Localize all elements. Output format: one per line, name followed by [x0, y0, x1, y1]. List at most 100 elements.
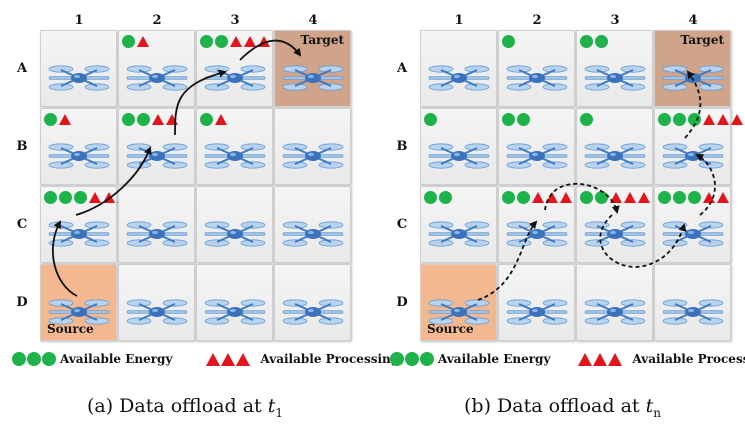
- row-label: D: [396, 295, 408, 310]
- processing-triangle-icon: [546, 191, 558, 203]
- caption-b: (b) Data offload at tn: [380, 395, 745, 420]
- energy-dot-icon: [44, 112, 57, 126]
- energy-dot-icon: [122, 112, 135, 126]
- processing-triangle-icon: [244, 35, 256, 47]
- energy-dot-icon: [424, 112, 437, 126]
- processing-triangle-icon: [166, 113, 178, 125]
- energy-dot-icon: [595, 34, 608, 48]
- processing-triangle-icon: [258, 35, 270, 47]
- processing-triangle-icon: [731, 113, 743, 125]
- caption-b-var: t: [645, 395, 654, 417]
- offload-arrow: [599, 214, 687, 268]
- resource-indicators: [502, 190, 572, 204]
- grid-cell-d2: [498, 264, 575, 341]
- resource-indicators: [424, 112, 437, 126]
- processing-triangle-icon: [137, 35, 149, 47]
- processing-triangle-icon: [152, 113, 164, 125]
- processing-triangle-icon: [532, 191, 544, 203]
- energy-dot-icon: [439, 190, 452, 204]
- resource-indicators: [122, 112, 178, 126]
- grid-cell-b3: [196, 108, 273, 185]
- grid-cell-d3: [196, 264, 273, 341]
- resource-indicators: [502, 34, 515, 48]
- legend-b: Available Energy Available Processing: [390, 352, 745, 366]
- column-label: 3: [610, 13, 620, 28]
- energy-dot-icon: [580, 34, 593, 48]
- energy-dot-icon: [137, 112, 150, 126]
- resource-indicators: [200, 112, 227, 126]
- resource-indicators: [200, 34, 270, 48]
- resource-indicators: [580, 190, 650, 204]
- energy-dot-icon: [502, 190, 515, 204]
- row-label: C: [16, 217, 28, 232]
- energy-dot-icon: [200, 34, 213, 48]
- grid-cell-a3: [576, 30, 653, 107]
- grid-cell-d4: [274, 264, 351, 341]
- column-label: 4: [688, 13, 698, 28]
- offload-arrow: [174, 69, 227, 136]
- source-label: Source: [47, 322, 94, 336]
- resource-indicators: [580, 34, 608, 48]
- grid-cell-d1: Source: [40, 264, 117, 341]
- processing-triangle-icon: [215, 113, 227, 125]
- energy-dot-icon: [673, 190, 686, 204]
- resource-indicators: [658, 190, 729, 204]
- grid-cell-c2: [118, 186, 195, 263]
- energy-dot-icon: [595, 190, 608, 204]
- energy-dot-icon: [688, 112, 701, 126]
- processing-triangle-icon: [703, 113, 715, 125]
- energy-dot-icon: [122, 34, 135, 48]
- energy-dot-icon: [517, 112, 530, 126]
- grid-cell-a3: [196, 30, 273, 107]
- column-label: 1: [74, 13, 84, 28]
- grid-cell-b2: [498, 108, 575, 185]
- energy-dot-icon: [59, 190, 72, 204]
- energy-dot-icon: [215, 34, 228, 48]
- processing-legend-icon: [206, 352, 251, 366]
- offload-arrow: [544, 183, 620, 214]
- processing-triangle-icon: [717, 191, 729, 203]
- grid-cell-b4: [274, 108, 351, 185]
- processing-legend-icon: [578, 352, 623, 366]
- energy-dot-icon: [517, 190, 530, 204]
- grid-cell-a2: [498, 30, 575, 107]
- energy-dot-icon: [44, 190, 57, 204]
- processing-triangle-icon: [624, 191, 636, 203]
- panel-a: 1 2 3 4 A Target B C D Source Available Energy Av…: [0, 0, 399, 431]
- grid-cell-b1: [420, 108, 497, 185]
- grid-cell-d1: Source: [420, 264, 497, 341]
- caption-b-sub: n: [653, 405, 661, 420]
- grid-cell-a1: [420, 30, 497, 107]
- column-label: 2: [532, 13, 542, 28]
- column-label: 2: [152, 13, 162, 28]
- energy-dot-icon: [74, 190, 87, 204]
- caption-a-sub: 1: [275, 405, 284, 420]
- resource-indicators: [424, 190, 452, 204]
- grid-cell-b2: [118, 108, 195, 185]
- energy-dot-icon: [658, 112, 671, 126]
- energy-legend-icon: [390, 352, 434, 366]
- energy-dot-icon: [580, 112, 593, 126]
- grid-cell-b3: [576, 108, 653, 185]
- grid-cell-c3: [576, 186, 653, 263]
- energy-legend-label: Available Energy: [438, 352, 551, 366]
- energy-legend-icon: [12, 352, 56, 366]
- grid-cell-a1: [40, 30, 117, 107]
- row-label: C: [396, 217, 408, 232]
- row-label: D: [16, 295, 28, 310]
- caption-a-text: (a) Data offload at: [86, 395, 268, 417]
- energy-dot-icon: [502, 112, 515, 126]
- processing-triangle-icon: [103, 191, 115, 203]
- grid-cell-c1: [420, 186, 497, 263]
- grid-cell-d2: [118, 264, 195, 341]
- grid-cell-a4: Target: [654, 30, 731, 107]
- column-label: 3: [230, 13, 240, 28]
- resource-indicators: [122, 34, 149, 48]
- column-label: 1: [454, 13, 464, 28]
- offload-path-a: [51, 39, 302, 297]
- grid-cell-c4: [274, 186, 351, 263]
- processing-triangle-icon: [703, 191, 715, 203]
- offload-arrow: [75, 146, 152, 216]
- processing-triangle-icon: [560, 191, 572, 203]
- legend-a: Available Energy Available Processing: [12, 352, 399, 366]
